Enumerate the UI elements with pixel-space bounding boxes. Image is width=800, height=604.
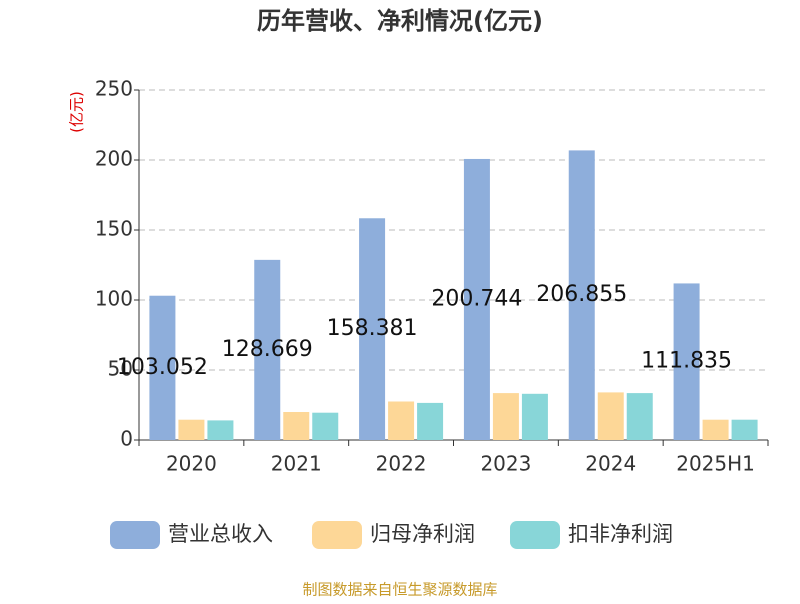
legend-label: 营业总收入 bbox=[168, 522, 273, 546]
bar bbox=[283, 412, 310, 440]
bar bbox=[388, 401, 415, 440]
bar bbox=[702, 419, 729, 440]
y-axis-label: (亿元) bbox=[68, 91, 86, 133]
bar bbox=[521, 393, 548, 440]
x-tick-label: 2025H1 bbox=[676, 452, 755, 476]
bar bbox=[149, 295, 176, 440]
data-label: 200.744 bbox=[431, 286, 522, 311]
bar bbox=[312, 412, 339, 440]
source-note: 制图数据来自恒生聚源数据库 bbox=[302, 581, 497, 599]
bar bbox=[597, 392, 624, 440]
x-tick-label: 2023 bbox=[480, 452, 531, 476]
y-tick-label: 50 bbox=[108, 357, 133, 381]
x-tick-label: 2022 bbox=[376, 452, 427, 476]
bar bbox=[463, 158, 490, 440]
bar bbox=[417, 402, 444, 440]
x-tick-label: 2024 bbox=[585, 452, 636, 476]
bar bbox=[207, 420, 234, 440]
x-tick-label: 2020 bbox=[166, 452, 217, 476]
y-tick-label: 200 bbox=[95, 147, 133, 171]
data-label: 158.381 bbox=[327, 316, 418, 341]
legend-swatch bbox=[312, 521, 362, 549]
data-label: 103.052 bbox=[117, 355, 208, 380]
bar bbox=[492, 393, 519, 440]
y-tick-label: 150 bbox=[95, 217, 133, 241]
y-tick-label: 250 bbox=[95, 77, 133, 101]
bar bbox=[626, 393, 653, 440]
bar bbox=[254, 259, 281, 440]
legend-swatch bbox=[510, 521, 560, 549]
bar bbox=[673, 283, 700, 440]
data-label: 111.835 bbox=[641, 349, 732, 374]
bar bbox=[178, 419, 205, 440]
legend-swatch bbox=[110, 521, 160, 549]
y-tick-label: 100 bbox=[95, 287, 133, 311]
data-label: 128.669 bbox=[222, 337, 313, 362]
legend-label: 扣非净利润 bbox=[568, 522, 673, 546]
bar bbox=[568, 150, 595, 440]
legend-label: 归母净利润 bbox=[370, 522, 475, 546]
x-tick-label: 2021 bbox=[271, 452, 322, 476]
data-label: 206.855 bbox=[536, 282, 627, 307]
bar bbox=[731, 419, 758, 440]
bar bbox=[359, 218, 386, 440]
y-tick-label: 0 bbox=[120, 427, 133, 451]
chart-title: 历年营收、净利情况(亿元) bbox=[257, 7, 543, 35]
